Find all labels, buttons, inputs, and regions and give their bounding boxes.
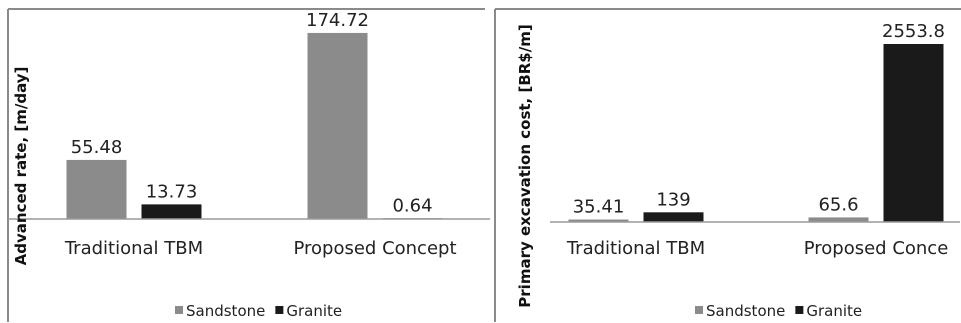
data-label-sandstone-1: 35.41 (573, 197, 625, 218)
data-label-granite-2: 0.64 (392, 195, 432, 216)
legend-swatch-sandstone (695, 306, 703, 314)
category-label-2: Proposed Conce (804, 238, 949, 259)
data-label-sandstone-2: 65.6 (818, 194, 858, 215)
bar-sandstone-2 (808, 217, 869, 222)
legend-label-sandstone: Sandstone (706, 302, 785, 320)
bar-granite-1 (643, 212, 704, 222)
bar-granite-1 (141, 204, 202, 219)
y-axis-label: Advanced rate, [m/day] (12, 67, 30, 266)
legend: Sandstone Granite (175, 302, 342, 320)
legend-swatch-sandstone (175, 306, 183, 314)
category-label-1: Traditional TBM (64, 238, 203, 259)
y-axis-label: Primary excavation cost, [BR$/m] (516, 24, 534, 307)
category-label-2: Proposed Concept (293, 238, 456, 259)
data-label-granite-1: 13.73 (146, 181, 198, 202)
data-label-sandstone-1: 55.48 (71, 137, 123, 158)
legend-swatch-granite (275, 306, 284, 314)
legend-label-granite: Granite (286, 302, 342, 320)
bar-granite-2 (883, 44, 944, 222)
bar-sandstone-1 (66, 159, 127, 219)
excavation-cost-chart: 35.41 139 Traditional TBM 65.6 2553.8 Propose… (494, 8, 961, 322)
legend-swatch-granite (795, 306, 804, 314)
bar-sandstone-2 (307, 32, 368, 220)
legend-label-granite: Granite (806, 302, 862, 320)
legend-label-sandstone: Sandstone (186, 302, 265, 320)
category-label-1: Traditional TBM (566, 238, 705, 259)
advance-rate-chart: 55.48 13.73 Traditional TBM 174.72 0.64 Propo… (7, 8, 490, 322)
legend: Sandstone Granite (695, 302, 862, 320)
data-label-sandstone-2: 174.72 (306, 10, 369, 31)
data-label-granite-2: 2553.8 (882, 21, 945, 42)
bar-sandstone-1 (568, 219, 629, 222)
data-label-granite-1: 139 (656, 189, 690, 210)
